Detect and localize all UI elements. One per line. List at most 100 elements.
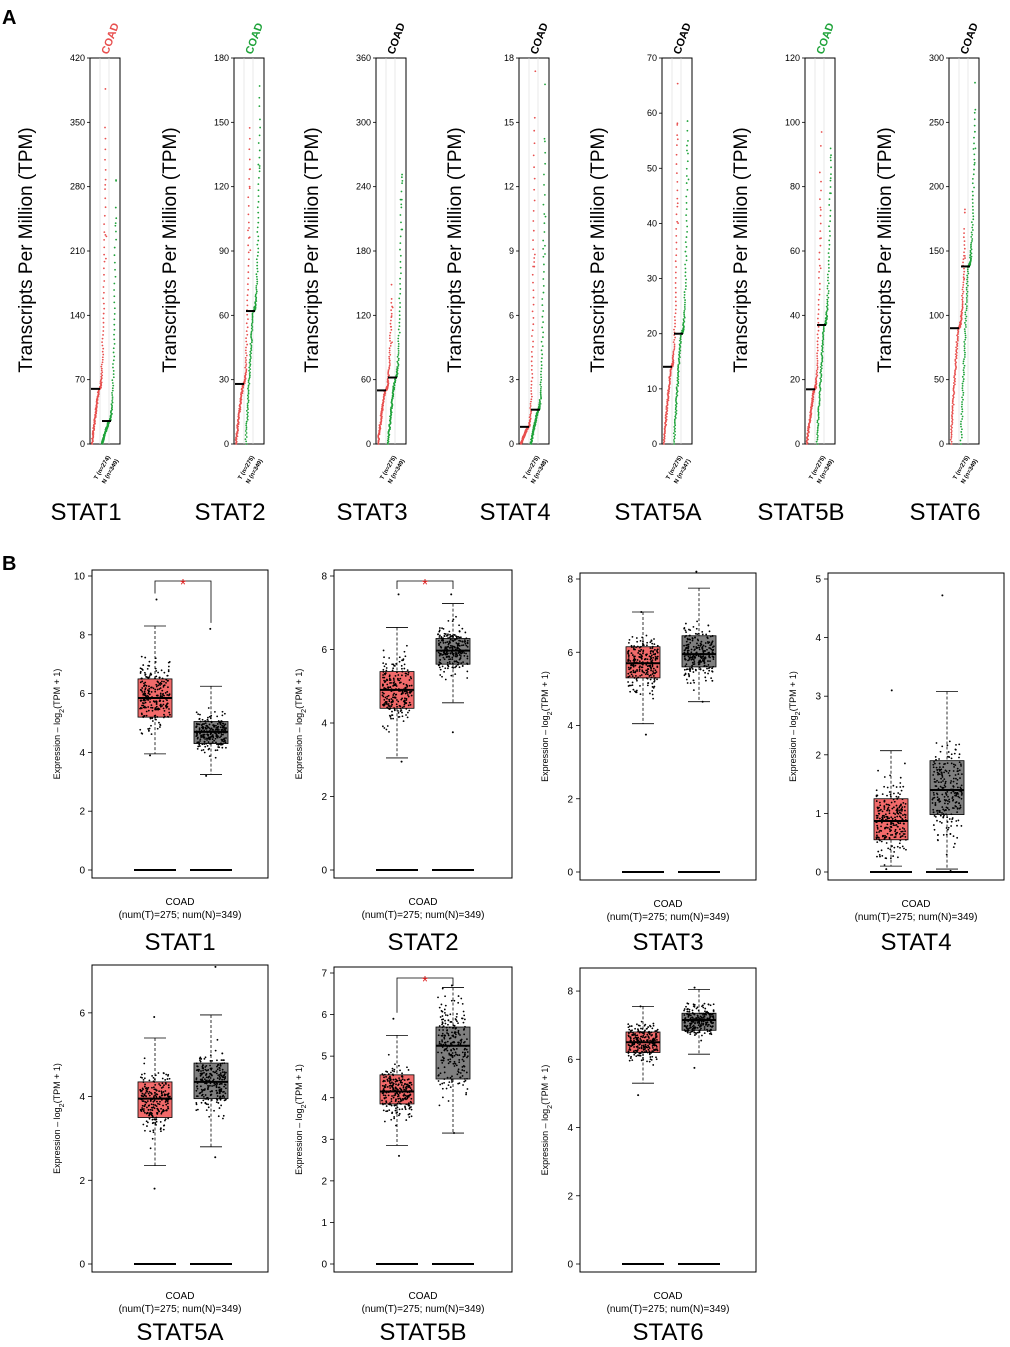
tumor-point	[149, 716, 152, 719]
normal-point	[544, 162, 547, 165]
tumor-point	[899, 816, 902, 819]
normal-point	[247, 379, 250, 382]
tumor-point	[387, 370, 390, 373]
normal-point	[820, 361, 823, 364]
tumor-point	[247, 213, 250, 216]
tumor-point	[533, 257, 536, 259]
normal-point	[449, 658, 452, 661]
normal-point	[454, 653, 457, 656]
tumor-point	[155, 1123, 157, 1126]
normal-point	[825, 305, 828, 308]
tumor-point	[167, 665, 170, 668]
normal-point	[112, 351, 115, 354]
normal-point	[219, 736, 221, 739]
normal-point	[216, 1091, 219, 1094]
normal-point	[674, 404, 677, 406]
normal-point	[466, 641, 469, 644]
tumor-point	[397, 716, 400, 718]
normal-point	[207, 1069, 210, 1071]
normal-point	[703, 665, 706, 667]
normal-point	[816, 433, 819, 436]
tumor-point	[879, 804, 882, 807]
tumor-point	[393, 683, 396, 686]
normal-point	[965, 319, 967, 322]
y-tick-label: 50	[934, 375, 944, 385]
tumor-point	[816, 366, 819, 369]
tumor-point	[963, 277, 966, 280]
normal-point	[209, 733, 212, 736]
normal-point	[247, 401, 250, 404]
tumor-point	[674, 336, 677, 339]
normal-point	[818, 399, 821, 402]
normal-point	[932, 763, 935, 766]
normal-point	[199, 740, 201, 742]
normal-point	[221, 1095, 224, 1098]
normal-point	[689, 670, 692, 673]
normal-point	[211, 734, 214, 736]
normal-point	[199, 1059, 201, 1062]
tumor-point	[409, 676, 412, 678]
plot-frame	[827, 572, 1005, 881]
normal-point	[208, 747, 211, 750]
y-tick-label: 90	[219, 246, 229, 256]
normal-point	[675, 401, 678, 404]
y-tick-label: 10	[74, 572, 86, 583]
tumor-point	[644, 673, 647, 676]
tumor-point	[393, 665, 396, 667]
normal-point	[974, 130, 976, 133]
normal-point	[686, 230, 689, 233]
tumor-point	[883, 864, 886, 866]
normal-point	[224, 741, 227, 744]
tumor-point	[143, 693, 146, 696]
normal-point	[210, 727, 213, 730]
normal-point	[678, 348, 681, 351]
tumor-point	[163, 680, 165, 683]
normal-point	[955, 743, 957, 746]
normal-point	[440, 636, 443, 639]
tumor-point	[816, 355, 819, 357]
normal-point	[449, 638, 452, 641]
normal-point	[943, 763, 945, 766]
tumor-point	[147, 730, 150, 732]
normal-point	[225, 746, 227, 749]
y-tick-label: 6	[321, 645, 327, 656]
normal-point	[685, 647, 688, 650]
tumor-point	[384, 680, 387, 683]
normal-point	[451, 651, 454, 654]
normal-point	[934, 804, 937, 807]
y-tick-label: 150	[214, 117, 229, 127]
normal-point	[249, 365, 252, 367]
tumor-point	[104, 234, 107, 236]
tumor-point	[899, 846, 901, 849]
normal-point	[455, 637, 458, 640]
tumor-point	[149, 1130, 152, 1133]
tumor-point	[676, 181, 679, 183]
normal-point	[221, 722, 224, 725]
normal-point	[204, 1098, 207, 1100]
normal-point	[935, 766, 938, 769]
normal-point	[221, 714, 224, 717]
tumor-point	[244, 356, 247, 359]
normal-point	[543, 193, 546, 196]
tumor-point	[651, 647, 654, 650]
normal-point	[245, 440, 248, 443]
normal-point	[949, 833, 952, 835]
normal-point	[946, 744, 949, 747]
normal-point	[698, 648, 701, 651]
normal-point	[543, 137, 546, 140]
normal-point	[821, 342, 824, 345]
tumor-point	[953, 375, 956, 377]
tumor-point	[819, 206, 822, 209]
normal-point	[702, 644, 705, 647]
tumor-point	[951, 412, 954, 415]
normal-point	[206, 745, 209, 747]
normal-point	[674, 433, 677, 436]
tumor-point	[382, 668, 385, 671]
tumor-point	[950, 430, 953, 432]
normal-point	[938, 766, 941, 769]
tumor-point	[101, 358, 104, 361]
normal-point	[829, 215, 832, 217]
tumor-point	[532, 248, 535, 251]
normal-point	[211, 738, 214, 741]
